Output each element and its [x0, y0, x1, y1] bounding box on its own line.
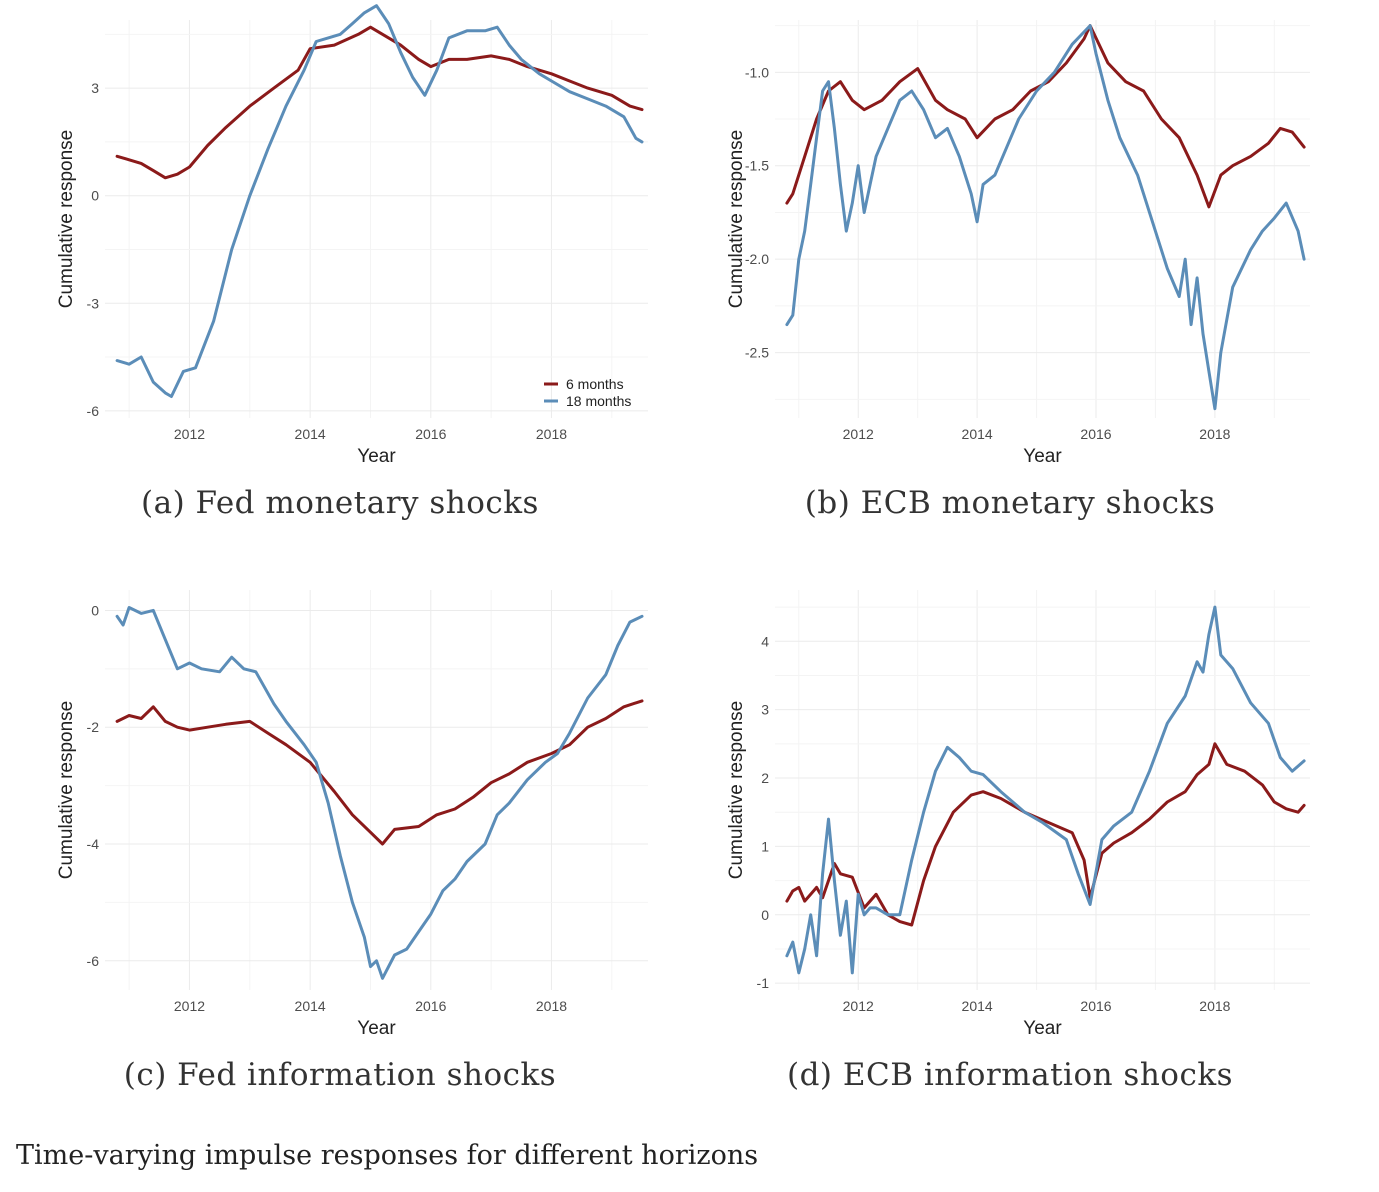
- figure-caption: Time-varying impulse responses for diffe…: [16, 1140, 759, 1171]
- chart-caption: (d) ECB information shocks: [786, 1057, 1234, 1093]
- x-tick-label: 2016: [415, 426, 446, 442]
- chart-ecb-monetary: 2012 2014 2016 2018 -2.5 -2.0 -1.5 -1.0 Year Cumu…: [726, 20, 1310, 467]
- x-tick-label: 2018: [536, 998, 567, 1014]
- x-axis-label: Year: [1023, 446, 1062, 467]
- y-tick-label: -1.0: [745, 64, 769, 80]
- x-tick-label: 2012: [174, 998, 205, 1014]
- chart-panel-ecb-information: 2012 2014 2016 2018 -1 0 1 2 3 4 Year Cumulative re…: [670, 572, 1350, 1142]
- x-tick-label: 2018: [1199, 426, 1230, 442]
- y-tick-label: -3: [87, 295, 100, 311]
- y-tick-label: -2: [87, 719, 100, 735]
- y-tick-label: 0: [91, 188, 99, 204]
- y-tick-label: 1: [761, 838, 769, 854]
- x-tick-label: 2018: [536, 426, 567, 442]
- y-axis-label: Cumulative response: [56, 701, 77, 879]
- series-line-18-months: [785, 24, 1306, 411]
- chart-panel-ecb-monetary: 2012 2014 2016 2018 -2.5 -2.0 -1.5 -1.0 Year Cumu…: [670, 0, 1350, 570]
- y-axis-label: Cumulative response: [726, 701, 747, 879]
- chart-ecb-information: 2012 2014 2016 2018 -1 0 1 2 3 4 Year Cumulative re…: [726, 590, 1310, 1039]
- y-tick-label: 0: [91, 602, 99, 618]
- series-line-18-months: [785, 605, 1306, 975]
- chart-caption: (a) Fed monetary shocks: [141, 485, 539, 521]
- x-axis-label: Year: [1023, 1018, 1062, 1039]
- grid: [105, 590, 648, 990]
- x-tick-label: 2016: [1080, 426, 1111, 442]
- y-tick-label: -6: [87, 953, 100, 969]
- y-tick-label: 2: [761, 770, 769, 786]
- y-tick-label: -6: [87, 403, 100, 419]
- x-tick-label: 2018: [1199, 998, 1230, 1014]
- x-tick-label: 2012: [843, 426, 874, 442]
- y-tick-label: -1.5: [745, 158, 769, 174]
- x-tick-label: 2012: [174, 426, 205, 442]
- chart-panel-fed-monetary: 2012 2014 2016 2018 -6 -3 0 3 Year Cumulative res…: [0, 0, 680, 570]
- y-tick-label: 3: [91, 80, 99, 96]
- y-tick-label: -4: [87, 836, 100, 852]
- y-axis-label: Cumulative response: [56, 130, 77, 308]
- series-line-6-months: [785, 24, 1306, 209]
- x-tick-label: 2016: [1080, 998, 1111, 1014]
- chart-fed-monetary: 2012 2014 2016 2018 -6 -3 0 3 Year Cumulative res…: [56, 4, 648, 467]
- chart-caption: (c) Fed information shocks: [123, 1057, 557, 1093]
- y-tick-label: 3: [761, 702, 769, 718]
- chart-caption: (b) ECB monetary shocks: [804, 485, 1216, 521]
- chart-fed-information: 2012 2014 2016 2018 -6 -4 -2 0 Year Cumulative re…: [56, 590, 648, 1039]
- legend-label: 18 months: [566, 393, 631, 409]
- x-tick-label: 2016: [415, 998, 446, 1014]
- series-line-6-months: [115, 25, 644, 180]
- series-line-18-months: [115, 606, 644, 980]
- grid: [775, 20, 1310, 418]
- x-tick-label: 2014: [962, 426, 993, 442]
- chart-panel-fed-information: 2012 2014 2016 2018 -6 -4 -2 0 Year Cumulative re…: [0, 572, 680, 1142]
- y-tick-label: -2.0: [745, 251, 769, 267]
- y-tick-label: -1: [757, 975, 770, 991]
- series-line-18-months: [115, 4, 644, 398]
- x-axis-label: Year: [357, 1018, 396, 1039]
- y-tick-label: -2.5: [745, 345, 769, 361]
- x-tick-label: 2014: [962, 998, 993, 1014]
- y-tick-label: 0: [761, 907, 769, 923]
- series-line-6-months: [785, 742, 1306, 927]
- grid: [105, 20, 648, 418]
- x-tick-label: 2012: [843, 998, 874, 1014]
- x-tick-label: 2014: [295, 998, 326, 1014]
- x-tick-label: 2014: [295, 426, 326, 442]
- series-line-6-months: [115, 699, 644, 846]
- y-axis-label: Cumulative response: [726, 130, 747, 308]
- legend-label: 6 months: [566, 376, 624, 392]
- y-tick-label: 4: [761, 633, 769, 649]
- x-axis-label: Year: [357, 446, 396, 467]
